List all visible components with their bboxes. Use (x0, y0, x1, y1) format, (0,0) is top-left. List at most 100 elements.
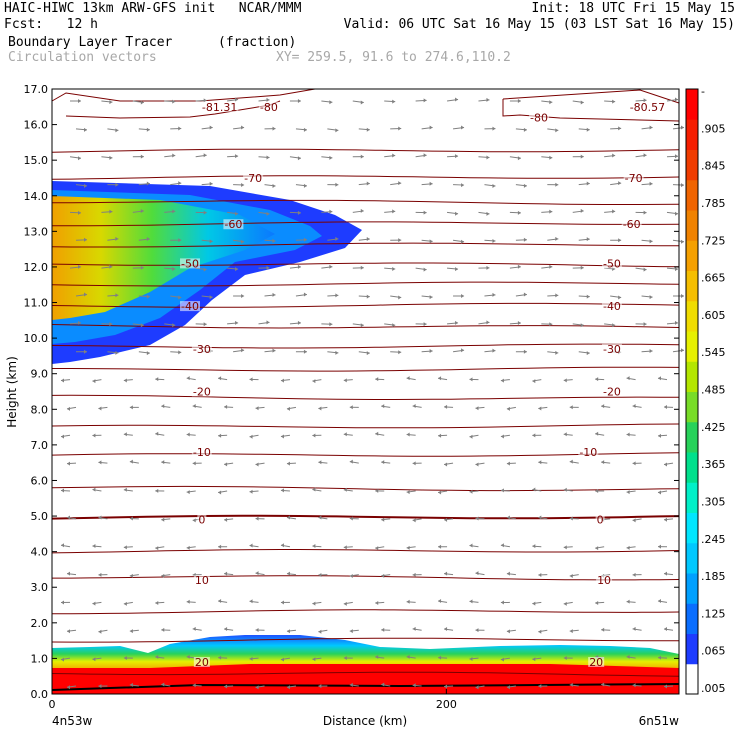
contour-label: -80 (530, 111, 548, 124)
wind-vector-head (429, 349, 433, 354)
wind-vector-head (109, 100, 113, 105)
wind-vector-head (500, 657, 504, 662)
wind-vector-head (266, 211, 270, 216)
wind-vector-head (67, 461, 70, 466)
wind-vector-head (444, 517, 448, 522)
isotherm-line (52, 609, 680, 615)
wind-vector-head (84, 127, 87, 132)
wind-vector-head (506, 685, 510, 690)
y-tick-label: 2.0 (31, 617, 49, 630)
wind-vector-head (532, 433, 536, 438)
wind-vector-head (235, 97, 239, 102)
wind-vector-head (461, 239, 465, 244)
vectors-label: Circulation vectors (8, 50, 157, 65)
wind-vector-head (423, 153, 427, 158)
wind-vector-head (335, 350, 339, 355)
wind-vector-head (664, 462, 667, 467)
wind-vector-head (500, 434, 504, 439)
wind-vector-head (643, 98, 647, 103)
isotherm-line (51, 281, 680, 287)
wind-vector-head (155, 601, 159, 606)
wind-vector-head (549, 100, 553, 105)
contour-label-bg (596, 575, 613, 586)
wind-vector-head (92, 544, 96, 549)
wind-vector-head (469, 377, 473, 382)
init-time: Init: 18 UTC Fri 15 May 15 (531, 1, 736, 16)
wind-vector-head (98, 406, 102, 411)
wind-vector-head (569, 459, 573, 464)
wind-vector-head (658, 598, 661, 603)
wind-vector-head (266, 97, 270, 102)
colorbar-label: .005 (701, 682, 726, 695)
colorbar-label: .725 (701, 234, 726, 247)
wind-vector-head (67, 629, 70, 634)
y-tick-label: 14.0 (24, 190, 49, 203)
wind-vector-head (209, 295, 213, 300)
wind-vector-head (626, 376, 630, 381)
wind-vector-head (469, 434, 473, 439)
wind-vector-head (486, 97, 490, 102)
isotherm-line (51, 514, 680, 520)
wind-vector-head (538, 684, 542, 689)
wind-vector-head (61, 543, 64, 548)
wind-vector-head (532, 379, 536, 384)
wind-vector-head (303, 237, 307, 242)
wind-vector-head (249, 377, 253, 382)
contour-label-bg (223, 219, 244, 230)
wind-vector-head (218, 598, 222, 603)
wind-vector-head (681, 293, 684, 298)
wind-vector-head (643, 210, 647, 215)
wind-vector-head (618, 295, 622, 300)
isotherm-contours (51, 88, 680, 691)
wind-vector-head (538, 629, 542, 634)
wind-vector-head (84, 183, 87, 188)
wind-vector-head (129, 459, 133, 464)
wind-vector-head (186, 599, 190, 604)
wind-vector-head (155, 488, 159, 493)
wind-vector-head (329, 322, 333, 327)
wind-vector-head (235, 154, 239, 159)
wind-vector-head (664, 517, 667, 522)
wind-vector-head (61, 600, 64, 605)
forecast-hour: Fcst: 12 h (4, 17, 98, 32)
wind-vector-head (398, 126, 402, 131)
wind-vector-head (569, 629, 573, 634)
wind-vector-head (675, 97, 678, 102)
wind-vector-head (626, 490, 630, 495)
valid-time: Valid: 06 UTC Sat 16 May 15 (03 LST Sat … (343, 17, 735, 32)
wind-vector-head (161, 517, 165, 522)
colorbar-label: .665 (701, 272, 726, 285)
boundary-layer-red (52, 664, 679, 694)
wind-vector-head (280, 600, 284, 605)
tracer-shading (52, 181, 679, 694)
wind-vector-head (255, 685, 259, 690)
y-tick-label: 16.0 (24, 119, 49, 132)
isotherm-line (51, 148, 680, 153)
contour-label-bg (191, 343, 212, 354)
wind-vector-head (569, 516, 573, 521)
wind-vector-head (506, 571, 510, 576)
wind-vector-head (161, 460, 165, 465)
wind-vector-head (146, 127, 150, 132)
wind-vector-head (318, 572, 322, 577)
wind-vector-head (92, 379, 96, 384)
wind-vector-head (601, 404, 605, 409)
contour-label: -50 (603, 257, 621, 270)
wind-vector-head (398, 350, 402, 355)
wind-vector-head (349, 516, 353, 521)
isotherm-line (51, 324, 680, 329)
wind-vector-head (500, 543, 504, 548)
wind-vector-head (555, 350, 559, 355)
wind-vector-head (255, 516, 259, 521)
contour-label: -80 (260, 101, 278, 114)
wind-vector-head (286, 685, 290, 690)
wind-vector-head (203, 153, 207, 158)
wind-vector-head (375, 546, 379, 551)
wind-vector-head (109, 322, 113, 327)
wind-vector-head (563, 487, 567, 492)
y-tick-label: 9.0 (31, 368, 49, 381)
wind-vector-head (569, 682, 573, 687)
wind-vector-head (455, 154, 459, 159)
contour-label: -30 (193, 343, 211, 356)
